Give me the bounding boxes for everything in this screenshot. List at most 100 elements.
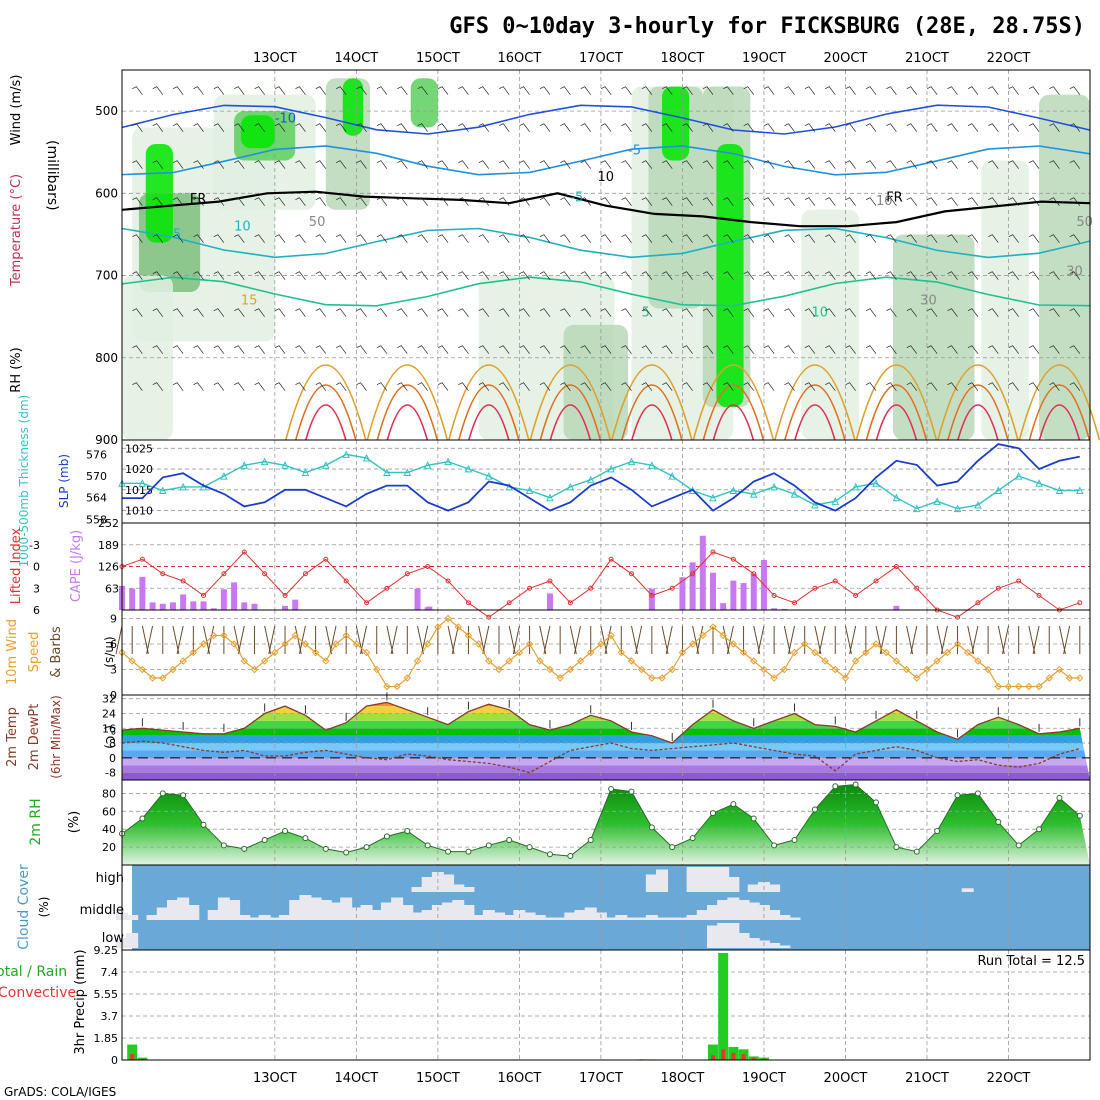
wind-barb	[865, 123, 877, 132]
wind-barb	[482, 625, 490, 655]
cloud-cover-bar	[737, 933, 750, 948]
wind-barb	[172, 308, 184, 317]
thickness-point	[138, 479, 147, 487]
cloud-cover-bar	[625, 917, 638, 920]
wind-barb	[315, 234, 327, 243]
wind-barb	[560, 197, 571, 206]
cloud-cover-bar	[605, 917, 618, 920]
wind-barb	[356, 271, 367, 280]
wind-tick-label: 9	[110, 613, 117, 626]
rh2m-point	[791, 836, 798, 843]
wind-barb	[967, 234, 979, 243]
wind-speed-point	[1055, 665, 1064, 674]
rh2m-point	[383, 833, 390, 840]
lifted-index-tick-label: 6	[33, 604, 40, 617]
wind-speed-point	[525, 640, 534, 648]
wind-barb	[193, 345, 204, 354]
wind-speed-point	[984, 665, 992, 674]
precip-total-label: Total / Rain	[0, 964, 67, 980]
precip-frame	[121, 949, 1091, 1061]
thickness-point	[220, 471, 228, 480]
wind-barb	[172, 197, 184, 206]
thickness-tick-label: 576	[86, 448, 107, 461]
wind-speed-point	[668, 665, 676, 674]
cloud-cover-bar	[615, 915, 628, 920]
wind-barb	[478, 308, 490, 317]
wind-barb	[519, 271, 530, 280]
wind-speed-point	[444, 614, 452, 623]
rh2m-point	[322, 845, 329, 852]
wind-barb	[298, 625, 306, 655]
isotherm-arc	[549, 404, 592, 441]
wind-barb	[723, 197, 734, 206]
wind-speed-point	[994, 682, 1002, 691]
cloud-cover-bar	[768, 943, 781, 948]
rh2m-point	[424, 842, 431, 849]
wind-barb	[437, 86, 449, 95]
cloud-cover-bar	[329, 902, 342, 920]
wind-barb	[621, 271, 632, 280]
wind-barb	[763, 197, 775, 206]
lifted-index-point	[262, 571, 268, 577]
wind-barb	[865, 308, 877, 317]
cloud-cover-bar	[727, 923, 740, 948]
rh2m-point	[526, 844, 533, 851]
wind-barb	[600, 345, 612, 354]
cloud-cover-bar	[543, 917, 556, 920]
wind-barb	[295, 197, 306, 206]
pressure-axis-label: (millibars)	[44, 140, 60, 211]
cape-bar	[282, 605, 289, 610]
cloud-cover-bar	[289, 900, 302, 920]
wind-barb	[539, 271, 551, 280]
wind-barb	[458, 308, 469, 317]
wind-speed-point	[678, 648, 687, 657]
wind-barb	[360, 625, 368, 655]
wind-barb	[947, 86, 958, 95]
temp-tick-label: 8	[109, 737, 116, 750]
wind-barb	[804, 86, 816, 95]
contour-label: FR	[190, 192, 207, 207]
wind-barb	[682, 308, 693, 317]
cloud-cover-bar	[156, 907, 169, 920]
wind-barb	[172, 123, 184, 132]
thickness-tick-label: 558	[86, 513, 107, 526]
wind-barb	[743, 234, 755, 243]
wind-barb	[499, 382, 510, 391]
cape-bar	[241, 602, 248, 610]
lifted-index-point	[160, 571, 166, 577]
wind-barb	[193, 382, 204, 391]
wind-barb	[499, 308, 510, 317]
wind-barb	[1049, 234, 1060, 243]
wind-barb	[763, 234, 775, 243]
wind-barb	[879, 625, 887, 655]
cloud-cover-bar	[696, 910, 709, 920]
contour-label: 10	[598, 170, 615, 185]
wind-barb	[967, 197, 979, 206]
date-tick-label: 22OCT	[987, 51, 1031, 66]
wind-barb	[213, 197, 225, 206]
wind-barb	[641, 86, 653, 95]
wind-barb	[376, 197, 388, 206]
rh2m-point	[343, 849, 350, 856]
wind-barb	[580, 160, 591, 169]
wind-barb	[580, 382, 591, 391]
wind-barb	[376, 234, 388, 243]
wind-barb	[784, 382, 795, 391]
wind-speed-point	[688, 640, 697, 648]
wind-speed-point	[1004, 682, 1013, 691]
wind-barb	[417, 382, 428, 391]
pressure-tick-label: 700	[95, 269, 118, 283]
wind-barb	[927, 308, 938, 317]
cloud-cover-bar	[554, 917, 567, 920]
rh-shading	[410, 78, 438, 128]
rh2m-point	[363, 844, 370, 851]
contour-label: 30	[920, 293, 937, 308]
wind-barb	[421, 625, 429, 655]
contour-label: 10	[876, 194, 893, 209]
panel-cloud: high middle low Cloud Cover (%)	[16, 864, 1090, 950]
wind-barb	[499, 160, 510, 169]
wind-barb	[988, 123, 999, 132]
wind-barb	[519, 308, 530, 317]
cloud-cover-bar	[656, 869, 669, 892]
wind-barb	[356, 234, 367, 243]
